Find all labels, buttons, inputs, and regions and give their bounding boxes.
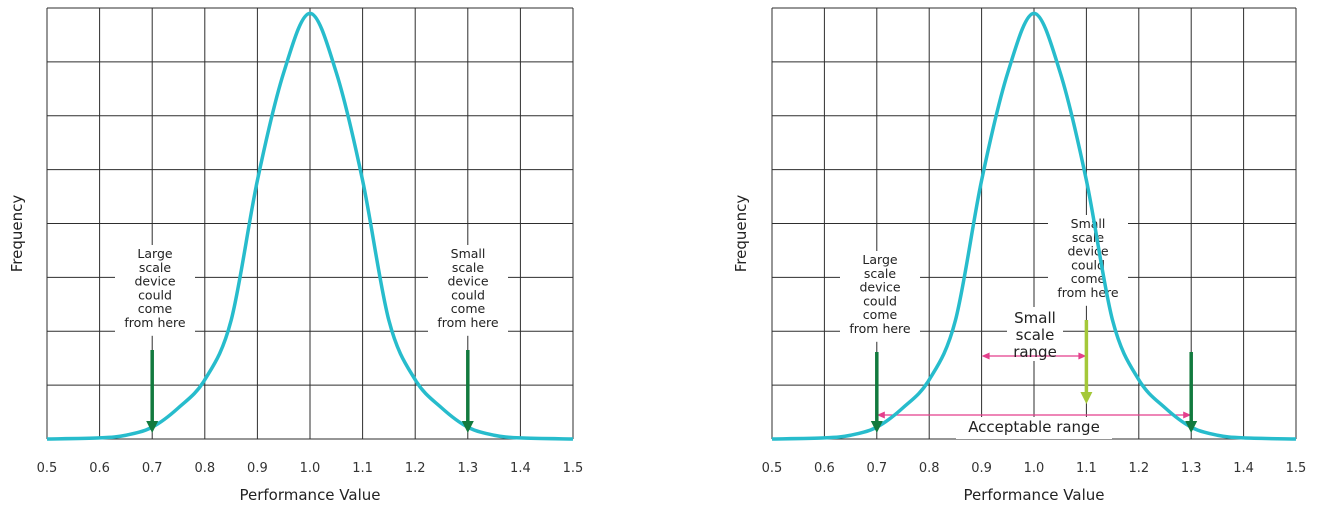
range-arrow-head-left (876, 411, 885, 419)
x-tick-label: 0.7 (866, 461, 887, 476)
annotation-text: scale (139, 260, 172, 275)
x-tick-label: 1.3 (1181, 461, 1202, 476)
annotation-text: come (863, 307, 898, 322)
annotation-text: Small (1071, 216, 1106, 231)
annotation-text: from here (1057, 285, 1119, 300)
annotation-text: from here (437, 315, 499, 330)
annotation-text: device (447, 274, 488, 289)
range-label: range (1013, 343, 1057, 361)
annotation-text: Small (451, 246, 486, 261)
device-arrow-head (1185, 421, 1198, 433)
range-arrow-head-left (981, 352, 990, 360)
x-tick-label: 1.2 (1128, 461, 1149, 476)
range-label-bg (956, 417, 1112, 439)
x-tick-label: 0.8 (194, 461, 215, 476)
annotation-text: from here (124, 315, 186, 330)
distribution-curve (771, 11, 1297, 441)
x-tick-label: 1.5 (1286, 461, 1307, 476)
x-tick-label: 0.7 (142, 461, 163, 476)
annotation-text: scale (1072, 230, 1105, 245)
device-arrows (146, 350, 474, 433)
x-tick-label: 1.0 (300, 461, 321, 476)
annotation-label-bg (115, 245, 195, 336)
grid (771, 7, 1297, 440)
annotation-label-bg (428, 245, 508, 336)
x-tick-label: 0.6 (814, 461, 835, 476)
range-arrow-head-right (1183, 411, 1192, 419)
x-tick-label: 1.3 (457, 461, 478, 476)
range-label: scale (1016, 326, 1055, 344)
x-tick-label: 1.4 (510, 461, 531, 476)
annotation-text: could (138, 287, 172, 302)
annotation-text: device (1067, 244, 1108, 259)
chart-1: 0.5 0.6 0.7 0.8 0.9 1.0 1.1 1.2 1.3 1.4 1.5 Perform… (8, 7, 584, 504)
range-label: Acceptable range (968, 418, 1100, 436)
x-tick-label: 0.9 (971, 461, 992, 476)
range-label-bg (1007, 307, 1063, 361)
annotation-label-bg (1048, 215, 1128, 306)
x-tick-label: 1.0 (1024, 461, 1045, 476)
device-arrow-head (870, 421, 883, 433)
y-axis-title: Frequency (732, 195, 750, 273)
x-tick-label: 1.2 (405, 461, 426, 476)
x-tick-label: 0.9 (247, 461, 268, 476)
device-arrow-head (146, 421, 159, 433)
annotation-text: could (1071, 257, 1105, 272)
annotation-text: come (451, 301, 486, 316)
x-tick-label: 1.1 (352, 461, 373, 476)
x-tick-label: 1.4 (1233, 461, 1254, 476)
x-tick-label: 0.5 (37, 461, 58, 476)
annotation-text: scale (864, 266, 897, 281)
range-label: Small (1014, 309, 1056, 327)
x-tick-label: 1.5 (563, 461, 584, 476)
chart-2: 0.5 0.6 0.7 0.8 0.9 1.0 1.1 1.2 1.3 1.4 1.5 Perform… (732, 7, 1307, 504)
range-arrow-head-right (1078, 352, 1087, 360)
annotation-text: could (863, 293, 897, 308)
annotation-text: come (138, 301, 173, 316)
distribution-curve (46, 11, 574, 441)
x-tick-label: 0.6 (89, 461, 110, 476)
annotation-label-bg (840, 251, 920, 342)
annotation-text: device (134, 274, 175, 289)
x-tick-label: 0.5 (762, 461, 783, 476)
grid (46, 7, 574, 440)
y-axis-title: Frequency (8, 195, 26, 273)
annotation-text: could (451, 287, 485, 302)
annotation-text: device (859, 280, 900, 295)
device-arrow-head (461, 421, 474, 433)
annotation-text: come (1071, 271, 1106, 286)
device-arrow-head (1080, 392, 1093, 404)
x-axis-title: Performance Value (239, 486, 380, 504)
annotation-text: Large (137, 246, 172, 261)
annotation-text: from here (849, 321, 911, 336)
x-axis-title: Performance Value (963, 486, 1104, 504)
x-tick-label: 1.1 (1076, 461, 1097, 476)
annotation-text: Large (862, 252, 897, 267)
device-arrows (870, 320, 1198, 433)
annotation-text: scale (452, 260, 485, 275)
x-tick-label: 0.8 (919, 461, 940, 476)
